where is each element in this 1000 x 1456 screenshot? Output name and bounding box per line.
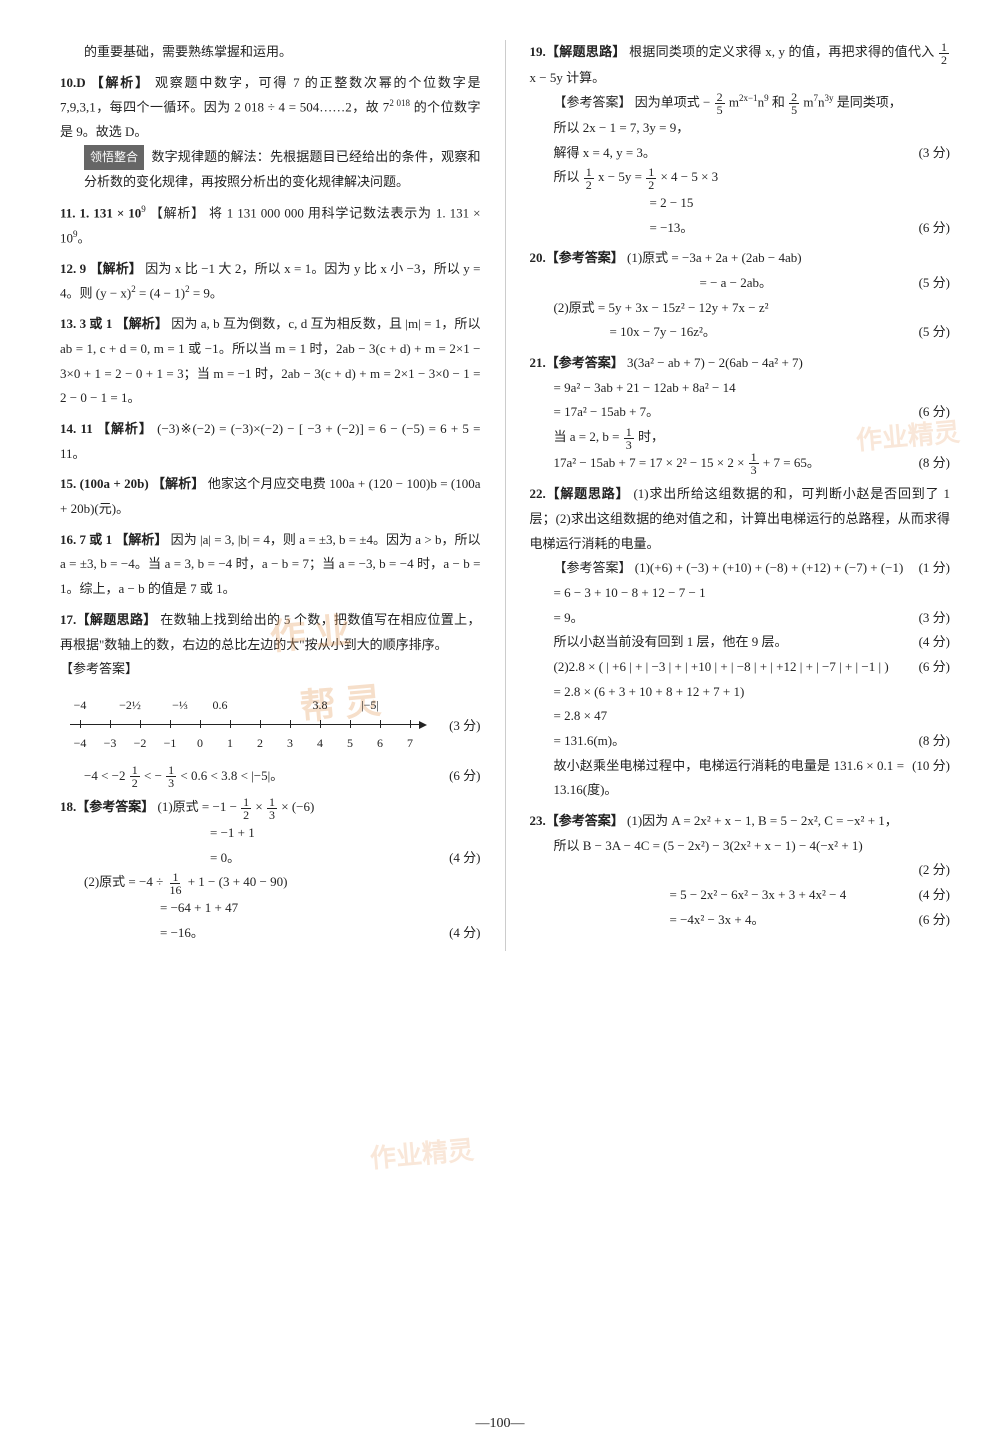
q15-head: 15. (100a + 20b) 【解析】 (60, 476, 208, 491)
q20-b: = − a − 2ab。(5 分) (530, 271, 951, 296)
q11-label: 【解析】 (150, 205, 209, 220)
q12-body3: = 9。 (193, 286, 223, 301)
q18-head: 18.【参考答案】 (60, 799, 158, 814)
q21-c: = 17a² − 15ab + 7。(6 分) (530, 400, 951, 425)
q12-sup2: 2 (185, 284, 190, 294)
ineq-tail: < 0.6 < 3.8 < |−5|。 (180, 768, 283, 783)
q18-a-mid: × (255, 799, 266, 814)
frac: 116 (167, 871, 183, 896)
q18-e: = −64 + 1 + 47 (60, 896, 481, 921)
q20-d: = 10x − 7y − 16z²。(5 分) (530, 320, 951, 345)
q21-head: 21.【参考答案】 (530, 355, 628, 370)
q11-tail: 。 (78, 230, 91, 245)
q19-ans: 【参考答案】 因为单项式 − 25 m2x−1n9 和 25 m7n3y 是同类… (530, 90, 951, 116)
q12-body2: = (4 − 1) (139, 286, 185, 301)
frac: 13 (166, 764, 176, 789)
q19: 19.【解题思路】 根据同类项的定义求得 x, y 的值，再把求得的值代入 12… (530, 40, 951, 240)
q21: 21.【参考答案】 3(3a² − ab + 7) − 2(6ab − 4a² … (530, 351, 951, 476)
q17-answer-label: 【参考答案】 (60, 657, 481, 682)
q22-d: = 9。(3 分) (530, 606, 951, 631)
q19-a2: x − 5y 计算。 (530, 70, 606, 85)
q22-b: 【参考答案】 (1)(+6) + (−3) + (+10) + (−8) + (… (530, 556, 951, 581)
q19-g: = −13。(6 分) (530, 216, 951, 241)
q22-head: 22.【解题思路】 (530, 486, 634, 501)
q22-i: = 131.6(m)。(8 分) (530, 729, 951, 754)
q22-h: = 2.8 × 47 (530, 704, 951, 729)
q23-d: = −4x² − 3x + 4。(6 分) (530, 908, 951, 933)
q21-b: = 9a² − 3ab + 21 − 12ab + 8a² − 14 (530, 376, 951, 401)
q10-insight: 领悟整合 数字规律题的解法：先根据题目已经给出的条件，观察和分析数的变化规律，再… (60, 145, 481, 194)
q22-ans-label: 【参考答案】 (554, 560, 635, 575)
q18-c: = 0。(4 分) (60, 846, 481, 871)
q10-head: 10.D 【解析】 (60, 75, 150, 90)
q19-head: 19.【解题思路】 (530, 44, 630, 59)
q18-a-tail: × (−6) (281, 799, 314, 814)
q23-head: 23.【参考答案】 (530, 813, 628, 828)
q14: 14. 11 【解析】 (−3)※(−2) = (−3)×(−2) − [ −3… (60, 417, 481, 466)
q23-c: = 5 − 2x² − 6x² − 3x + 3 + 4x² − 4(4 分) (530, 883, 951, 908)
watermark-text: 作业精灵 (368, 1126, 476, 1184)
q22-j: 故小赵乘坐电梯过程中，电梯运行消耗的电量是 131.6 × 0.1 = 13.1… (530, 754, 951, 803)
q22-c: = 6 − 3 + 10 − 8 + 12 − 7 − 1 (530, 581, 951, 606)
q19-d: 解得 x = 4, y = 3。(3 分) (530, 141, 951, 166)
q20-head: 20.【参考答案】 (530, 250, 628, 265)
q18-f: = −16。(4 分) (60, 921, 481, 946)
frac: 13 (267, 796, 277, 821)
frac: 12 (939, 41, 949, 66)
q18: 18.【参考答案】 (1)原式 = −1 − 12 × 13 × (−6) = … (60, 795, 481, 945)
q23-b-score: (2 分) (530, 858, 951, 883)
ineq-mid: < − (144, 768, 165, 783)
q16: 16. 7 或 1 【解析】 因为 |a| = 3, |b| = 4，则 a =… (60, 528, 481, 602)
q14-head: 14. 11 【解析】 (60, 421, 157, 436)
score: (6 分) (441, 764, 480, 789)
q12-sup1: 2 (131, 284, 136, 294)
q15: 15. (100a + 20b) 【解析】 他家这个月应交电费 100a + (… (60, 472, 481, 521)
q21-d: 当 a = 2, b = 13 时， (530, 425, 951, 451)
q12-head: 12. 9 【解析】 (60, 261, 145, 276)
q22: 22.【解题思路】 (1)求出所给这组数据的和，可判断小赵是否回到了 1 层；(… (530, 482, 951, 803)
q10-exp: 2 018 (389, 98, 410, 108)
q11-head: 11. 1. 131 × 10 (60, 205, 141, 220)
q22-g: = 2.8 × (6 + 3 + 10 + 8 + 12 + 7 + 1) (530, 680, 951, 705)
left-column: 的重要基础，需要熟练掌握和运用。 10.D 【解析】 观察题中数字，可得 7 的… (60, 40, 481, 951)
q23-b: 所以 B − 3A − 4C = (5 − 2x²) − 3(2x² + x −… (530, 834, 951, 859)
page-number: —100— (0, 1411, 1000, 1438)
q18-d: (2)原式 = −4 ÷ 116 + 1 − (3 + 40 − 90) (60, 870, 481, 896)
q17-head: 17.【解题思路】 (60, 612, 160, 627)
q18-a: (1)原式 = −1 − (158, 799, 241, 814)
q23-a: (1)因为 A = 2x² + x − 1, B = 5 − 2x², C = … (627, 813, 898, 828)
q19-c: 所以 2x − 1 = 7, 3y = 9， (530, 116, 951, 141)
q16-head: 16. 7 或 1 【解析】 (60, 532, 171, 547)
ineq-a: −4 < −2 (84, 768, 129, 783)
q10: 10.D 【解析】 观察题中数字，可得 7 的正整数次幂的个位数字是 7,9,3… (60, 71, 481, 195)
q18-b: = −1 + 1 (60, 821, 481, 846)
q19-e: 所以 12 x − 5y = 12 × 4 − 5 × 3 (530, 165, 951, 191)
q20: 20.【参考答案】 (1)原式 = −3a + 2a + (2ab − 4ab)… (530, 246, 951, 345)
q19-f: = 2 − 15 (530, 191, 951, 216)
q22-f: (2)2.8 × ( | +6 | + | −3 | + | +10 | + |… (530, 655, 951, 680)
q13: 13. 3 或 1 【解析】 因为 a, b 互为倒数，c, d 互为相反数，且… (60, 312, 481, 411)
q21-e: 17a² − 15ab + 7 = 17 × 2² − 15 × 2 × 13 … (530, 451, 951, 477)
q20-c: (2)原式 = 5y + 3x − 15z² − 12y + 7x − z² (530, 296, 951, 321)
q17-inequality: −4 < −2 12 < − 13 < 0.6 < 3.8 < |−5|。 (6… (60, 764, 481, 790)
q19-a: 根据同类项的定义求得 x, y 的值，再把求得的值代入 (629, 44, 938, 59)
page-content: 的重要基础，需要熟练掌握和运用。 10.D 【解析】 观察题中数字，可得 7 的… (60, 40, 950, 951)
q13-head: 13. 3 或 1 【解析】 (60, 316, 171, 331)
frac: 12 (130, 764, 140, 789)
insight-label: 领悟整合 (84, 145, 144, 170)
right-column: 19.【解题思路】 根据同类项的定义求得 x, y 的值，再把求得的值代入 12… (530, 40, 951, 951)
q17: 17.【解题思路】 在数轴上找到给出的 5 个数，把数值写在相应位置上，再根据"… (60, 608, 481, 790)
intro-tail: 的重要基础，需要熟练掌握和运用。 (60, 40, 481, 65)
column-divider (505, 40, 506, 951)
q22-e: 所以小赵当前没有回到 1 层，他在 9 层。(4 分) (530, 630, 951, 655)
number-line-diagram: −4−2½−⅓0.63.8|−5|−4−3−2−101234567(3 分) (60, 688, 481, 758)
q11: 11. 1. 131 × 109 【解析】 将 1 131 000 000 用科… (60, 201, 481, 251)
q23: 23.【参考答案】 (1)因为 A = 2x² + x − 1, B = 5 −… (530, 809, 951, 932)
q20-a: (1)原式 = −3a + 2a + (2ab − 4ab) (627, 250, 802, 265)
q19-ans-label: 【参考答案】 (554, 95, 635, 110)
frac: 12 (241, 796, 251, 821)
q12: 12. 9 【解析】 因为 x 比 −1 大 2，所以 x = 1。因为 y 比… (60, 257, 481, 307)
q11-exp: 9 (141, 204, 146, 214)
q21-a: 3(3a² − ab + 7) − 2(6ab − 4a² + 7) (627, 355, 803, 370)
